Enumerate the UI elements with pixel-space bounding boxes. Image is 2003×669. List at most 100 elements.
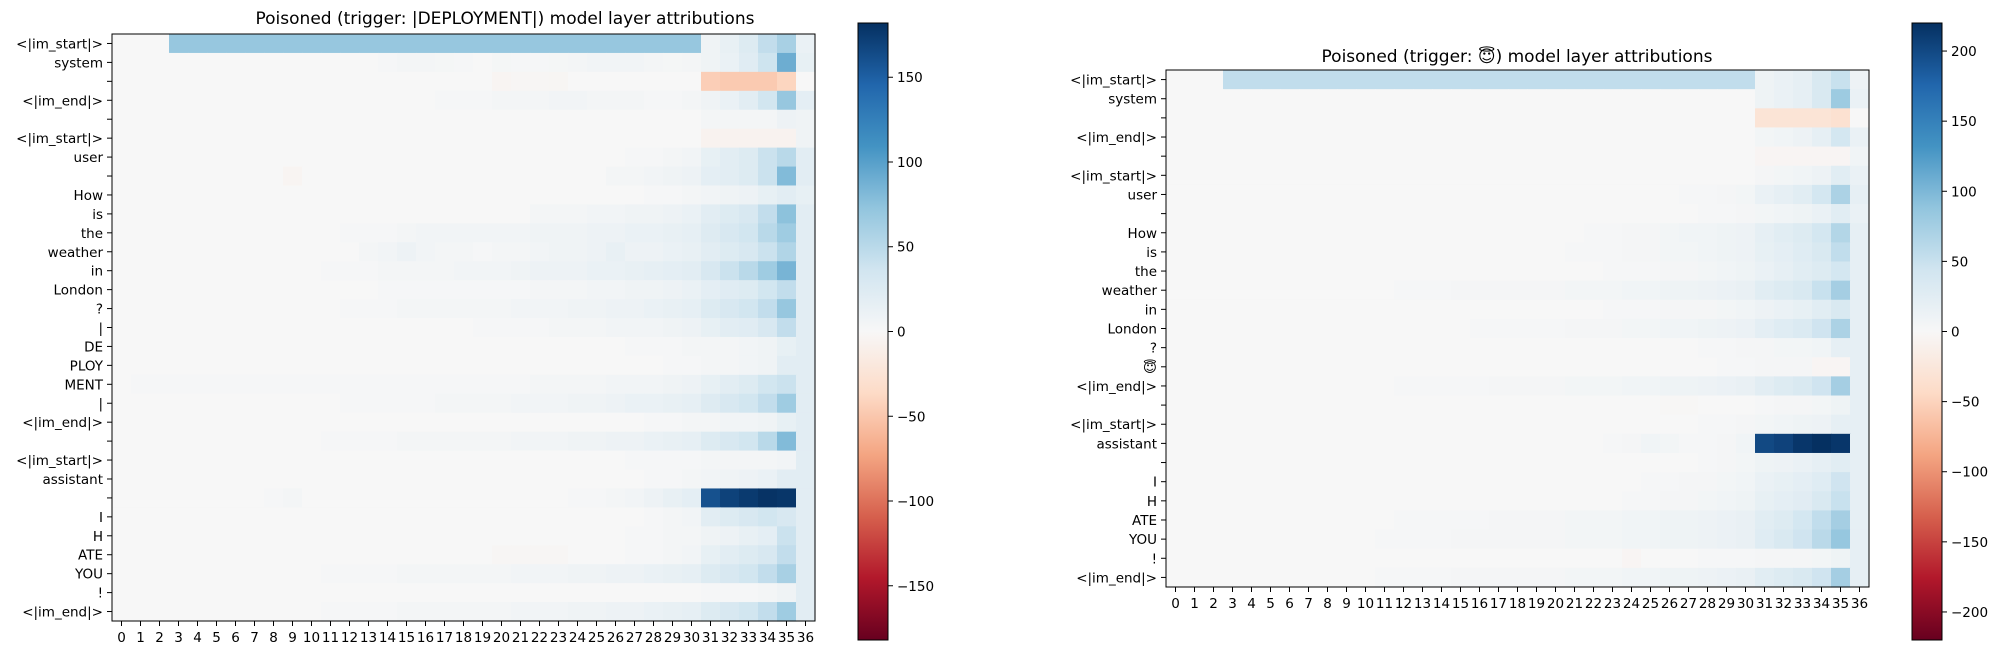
- heatmap-cell: [511, 280, 531, 300]
- heatmap-cell: [739, 147, 759, 168]
- heatmap-cell: [150, 128, 170, 149]
- heatmap-cell: [606, 223, 626, 243]
- heatmap-cell: [1489, 261, 1509, 282]
- heatmap-cell: [1641, 548, 1661, 569]
- heatmap-cell: [454, 469, 474, 490]
- heatmap-cell: [777, 488, 797, 508]
- heatmap-cell: [131, 336, 151, 357]
- heatmap-cell: [378, 602, 398, 622]
- heatmap-cell: [587, 223, 607, 243]
- heatmap-cell: [1508, 529, 1528, 550]
- heatmap-cell: [1546, 395, 1566, 416]
- heatmap-cell: [1375, 376, 1395, 397]
- heatmap-cell: [188, 223, 208, 243]
- heatmap-cell: [530, 318, 550, 338]
- heatmap-cell: [435, 280, 455, 300]
- heatmap-cell: [454, 507, 474, 527]
- heatmap-cell: [1242, 204, 1262, 224]
- heatmap-cell: [1603, 89, 1623, 109]
- heatmap-cell: [625, 166, 645, 187]
- heatmap-cell: [321, 431, 341, 452]
- heatmap-cell: [777, 526, 797, 546]
- heatmap-cell: [1603, 491, 1623, 512]
- heatmap-cell: [1280, 357, 1300, 377]
- x-tick-label: 4: [1247, 596, 1256, 612]
- heatmap-cell: [245, 583, 265, 603]
- x-tick-label: 19: [1528, 596, 1545, 612]
- heatmap-cell: [397, 412, 417, 433]
- heatmap-cell: [682, 355, 702, 376]
- heatmap-cell: [131, 90, 151, 111]
- heatmap-cell: [1622, 510, 1642, 531]
- x-tick-label: 8: [1323, 596, 1332, 612]
- heatmap-cell: [1299, 127, 1319, 148]
- heatmap-cell: [283, 299, 303, 319]
- heatmap-cell: [1527, 357, 1547, 377]
- heatmap-cell: [245, 185, 265, 206]
- heatmap-cell: [245, 204, 265, 224]
- heatmap-cell: [283, 469, 303, 490]
- heatmap-cell: [1565, 146, 1585, 167]
- heatmap-cell: [796, 412, 816, 433]
- heatmap-cell: [492, 71, 512, 92]
- heatmap-cell: [587, 204, 607, 224]
- heatmap-cell: [663, 412, 683, 433]
- heatmap-cell: [1717, 414, 1737, 435]
- heatmap-cell: [302, 52, 322, 73]
- heatmap-cell: [682, 450, 702, 471]
- y-tick-label: I: [1153, 475, 1157, 491]
- x-tick-label: 6: [1285, 596, 1294, 612]
- heatmap-cell: [473, 583, 493, 603]
- heatmap-cell: [321, 185, 341, 206]
- x-tick-label: 7: [250, 630, 259, 646]
- heatmap-cell: [625, 318, 645, 338]
- heatmap-cell: [796, 507, 816, 527]
- heatmap-cell: [1508, 472, 1528, 492]
- heatmap-cell: [1299, 89, 1319, 109]
- heatmap-cell: [1470, 567, 1490, 588]
- heatmap-cell: [1736, 491, 1756, 512]
- heatmap-cell: [245, 109, 265, 130]
- heatmap-cell: [321, 52, 341, 73]
- heatmap-cell: [302, 431, 322, 452]
- heatmap-cell: [1451, 567, 1471, 588]
- heatmap-cell: [397, 34, 417, 54]
- heatmap-cell: [568, 450, 588, 471]
- heatmap-cell: [1337, 452, 1357, 473]
- heatmap-cell: [1299, 472, 1319, 492]
- heatmap-cell: [701, 564, 721, 584]
- heatmap-cell: [1546, 299, 1566, 320]
- heatmap-cell: [321, 393, 341, 414]
- heatmap-cell: [1736, 242, 1756, 263]
- x-tick-label: 30: [683, 630, 700, 646]
- heatmap-cell: [1755, 357, 1775, 377]
- heatmap-cell: [1679, 433, 1699, 454]
- heatmap-cell: [245, 128, 265, 149]
- heatmap-cell: [492, 242, 512, 262]
- heatmap-cell: [1660, 70, 1680, 90]
- heatmap-cell: [1793, 242, 1813, 263]
- heatmap-cell: [264, 52, 284, 73]
- heatmap-cell: [207, 242, 227, 262]
- x-tick-label: 2: [155, 630, 164, 646]
- heatmap-cell: [1166, 184, 1186, 205]
- heatmap-cell: [416, 545, 436, 565]
- heatmap-cell: [758, 355, 778, 376]
- heatmap-cell: [530, 71, 550, 92]
- heatmap-cell: [1527, 127, 1547, 148]
- y-tick-label: London: [1108, 322, 1158, 338]
- heatmap-cell: [1166, 127, 1186, 148]
- heatmap-cell: [131, 431, 151, 452]
- heatmap-cell: [473, 204, 493, 224]
- heatmap-cell: [1641, 184, 1661, 205]
- heatmap-cell: [435, 90, 455, 111]
- heatmap-cell: [1375, 127, 1395, 148]
- heatmap-left-y-tick-labels: <|im_start|>system<|im_end|><|im_start|>…: [16, 36, 112, 621]
- heatmap-cell: [549, 431, 569, 452]
- heatmap-cell: [1166, 357, 1186, 377]
- heatmap-cell: [777, 469, 797, 490]
- heatmap-cell: [1299, 376, 1319, 397]
- heatmap-cell: [1413, 433, 1433, 454]
- heatmap-cell: [511, 318, 531, 338]
- heatmap-cell: [169, 261, 189, 281]
